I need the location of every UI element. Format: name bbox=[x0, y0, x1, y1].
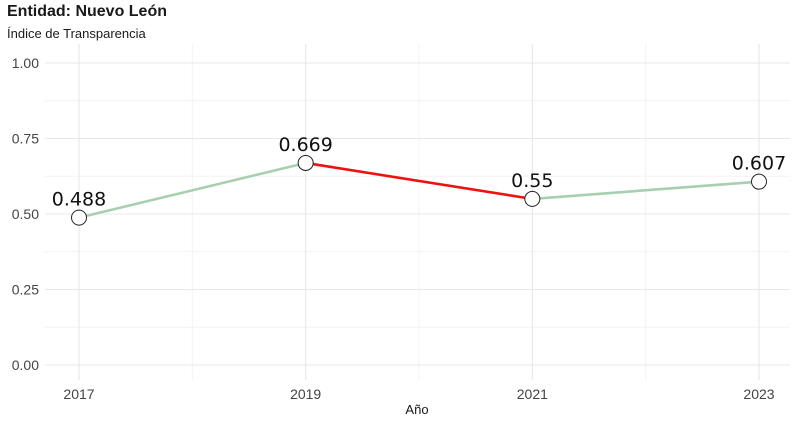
y-tick-label: 1.00 bbox=[12, 55, 39, 71]
line-segment-increase bbox=[531, 180, 761, 201]
grid bbox=[45, 44, 790, 380]
line-segment-increase bbox=[77, 161, 307, 219]
x-tick-label: 2021 bbox=[517, 386, 548, 402]
x-tick-label: 2019 bbox=[290, 386, 321, 402]
data-labels: 0.488 0.669 0.55 0.607 bbox=[52, 134, 786, 211]
data-label: 0.488 bbox=[52, 189, 106, 211]
y-tick-label: 0.00 bbox=[12, 357, 39, 373]
data-point bbox=[71, 209, 87, 226]
x-tick-label: 2017 bbox=[63, 386, 94, 402]
x-axis: 2017 2019 2021 2023 bbox=[63, 386, 774, 402]
chart-title: Entidad: Nuevo León bbox=[7, 3, 167, 20]
data-point bbox=[297, 154, 314, 171]
data-label: 0.669 bbox=[278, 134, 332, 156]
y-tick-label: 0.50 bbox=[12, 206, 39, 222]
chart-subtitle: Índice de Transparencia bbox=[7, 26, 146, 41]
x-tick-label: 2023 bbox=[743, 386, 774, 402]
data-label: 0.607 bbox=[732, 153, 786, 175]
line-segment-decrease bbox=[304, 161, 534, 201]
y-tick-label: 0.75 bbox=[12, 131, 39, 147]
data-label: 0.55 bbox=[511, 170, 553, 192]
data-point bbox=[524, 190, 541, 207]
series-points bbox=[71, 154, 767, 226]
series-segments bbox=[77, 161, 761, 219]
y-tick-label: 0.25 bbox=[12, 282, 39, 298]
data-point bbox=[751, 173, 767, 190]
x-axis-title: Año bbox=[405, 402, 428, 417]
y-axis: 0.00 0.25 0.50 0.75 1.00 bbox=[12, 55, 39, 373]
